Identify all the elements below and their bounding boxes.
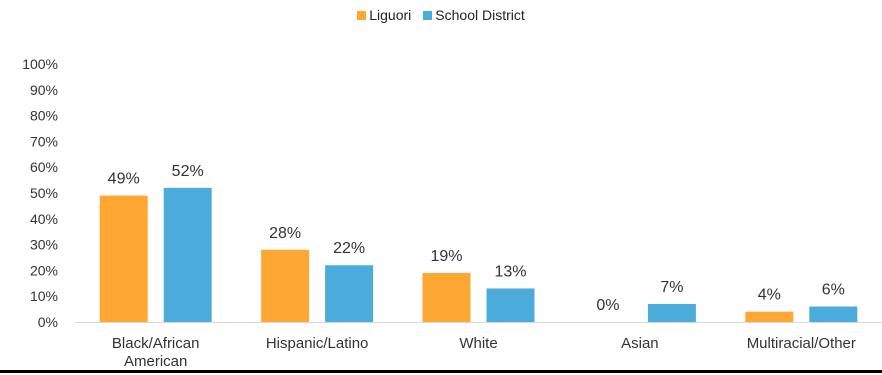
y-tick-label: 80% [30, 108, 58, 124]
x-tick-label: Hispanic/Latino [266, 335, 369, 352]
legend-label-liguori: Liguori [369, 7, 412, 23]
data-label: 4% [758, 287, 781, 304]
data-label: 22% [333, 240, 365, 257]
bottom-border [0, 370, 882, 373]
x-tick-label: Multiracial/Other [747, 335, 856, 352]
bar-liguori [99, 195, 148, 322]
y-tick-label: 0% [38, 314, 58, 330]
legend-swatch-liguori [357, 10, 367, 20]
y-tick-label: 50% [30, 185, 58, 201]
data-label: 49% [108, 171, 140, 188]
data-label: 13% [494, 263, 526, 280]
bar-school-district [163, 187, 212, 322]
bar-liguori [261, 249, 310, 322]
x-tick-label: Asian [621, 335, 659, 352]
data-label: 0% [596, 297, 619, 314]
y-tick-label: 60% [30, 159, 58, 175]
chart-legend: Liguori School District [0, 7, 882, 23]
x-tick-label: White [459, 335, 497, 352]
y-tick-label: 100% [22, 56, 58, 72]
legend-label-school-district: School District [435, 7, 525, 23]
data-label: 52% [172, 163, 204, 180]
bar-school-district [647, 303, 696, 322]
legend-item-school-district: School District [423, 7, 525, 23]
bar-liguori [745, 311, 794, 322]
x-tick-label: Black/African [112, 335, 200, 352]
y-tick-label: 70% [30, 133, 58, 149]
legend-swatch-school-district [423, 10, 433, 20]
y-tick-label: 30% [30, 237, 58, 253]
x-tick-label: American [124, 353, 187, 370]
y-tick-label: 40% [30, 211, 58, 227]
y-tick-label: 20% [30, 262, 58, 278]
bar-school-district [325, 265, 374, 322]
data-label: 7% [660, 279, 683, 296]
bar-school-district [809, 306, 858, 322]
bar-liguori [422, 272, 471, 322]
bar-school-district [486, 288, 535, 322]
data-label: 6% [822, 282, 845, 299]
y-tick-label: 90% [30, 82, 58, 98]
data-label: 19% [430, 248, 462, 265]
data-label: 28% [269, 225, 301, 242]
legend-item-liguori: Liguori [357, 7, 411, 23]
y-tick-label: 10% [30, 288, 58, 304]
